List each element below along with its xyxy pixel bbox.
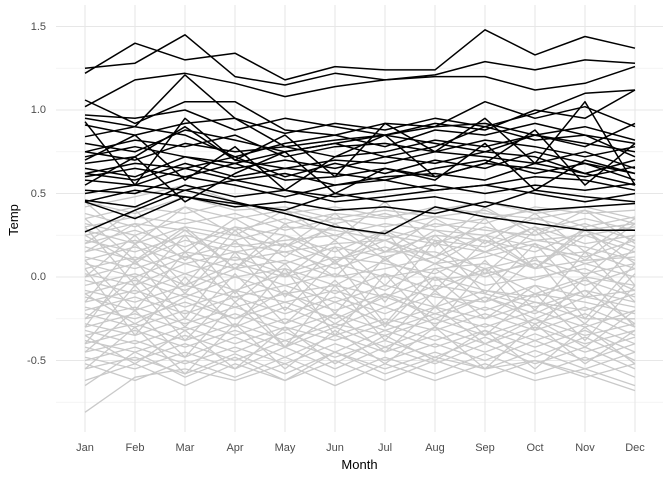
y-axis-title: Temp [6, 204, 21, 236]
x-tick-label: Dec [625, 442, 645, 454]
x-tick-label: Feb [125, 442, 145, 454]
x-tick-label: Sep [475, 442, 495, 454]
x-tick-label: Jan [76, 442, 94, 454]
x-tick-label: Jun [326, 442, 344, 454]
x-tick-label: Jul [377, 442, 393, 454]
x-tick-label: Apr [226, 442, 244, 454]
x-tick-label: May [274, 442, 296, 454]
x-tick-label: Oct [526, 442, 544, 454]
y-tick-label: 1.0 [30, 104, 46, 116]
y-tick-label: 1.5 [30, 20, 46, 33]
y-tick-label: -0.5 [27, 354, 46, 367]
x-axis-title: Month [341, 457, 378, 472]
x-tick-label: Mar [175, 442, 195, 454]
x-tick-label: Nov [575, 442, 595, 454]
y-tick-label: 0.0 [30, 271, 46, 283]
x-tick-label: Aug [425, 442, 445, 454]
y-tick-label: 0.5 [30, 187, 46, 200]
